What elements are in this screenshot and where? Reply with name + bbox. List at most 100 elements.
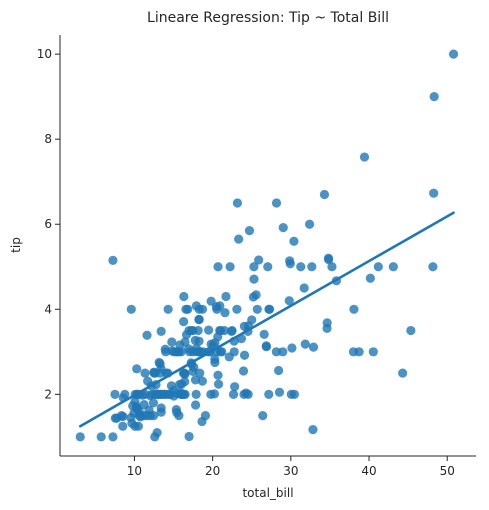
data-point <box>191 389 201 399</box>
data-point <box>239 389 249 399</box>
data-point <box>278 223 288 233</box>
data-point <box>195 368 205 378</box>
data-point <box>220 308 230 318</box>
data-point <box>130 421 140 431</box>
y-axis-label: tip <box>9 237 23 253</box>
data-point <box>308 342 319 352</box>
data-point <box>258 411 268 421</box>
data-point <box>184 431 194 442</box>
data-point <box>118 421 128 431</box>
y-tick-label: 8 <box>44 132 52 146</box>
data-point <box>289 236 299 246</box>
data-point <box>429 188 439 198</box>
data-point <box>128 401 138 411</box>
data-point <box>300 339 310 349</box>
data-point <box>373 262 383 272</box>
data-point <box>319 189 330 200</box>
data-point <box>368 347 378 357</box>
data-point <box>354 347 364 357</box>
y-tick-label: 4 <box>44 302 52 316</box>
data-point <box>254 255 264 265</box>
data-point <box>210 354 220 364</box>
data-point <box>163 304 173 314</box>
data-point <box>213 379 224 389</box>
data-point <box>286 389 296 399</box>
data-point <box>271 347 281 357</box>
data-point <box>212 304 222 314</box>
data-point <box>249 274 259 284</box>
data-point <box>126 304 136 314</box>
data-point <box>296 262 306 272</box>
data-point <box>112 413 122 423</box>
data-point <box>359 152 370 162</box>
data-point <box>156 326 166 336</box>
chart-title: Lineare Regression: Tip ~ Total Bill <box>147 10 389 26</box>
data-point <box>204 325 214 335</box>
data-point <box>213 262 223 272</box>
x-tick-label: 50 <box>440 464 455 478</box>
data-point <box>193 325 203 336</box>
data-point <box>221 291 231 302</box>
data-point <box>448 49 459 59</box>
data-point <box>252 304 262 314</box>
data-point <box>274 365 284 376</box>
data-point <box>429 92 439 102</box>
data-point <box>284 296 294 306</box>
data-point <box>307 262 317 272</box>
x-tick-label: 10 <box>127 464 142 478</box>
data-point <box>161 347 171 357</box>
data-point <box>194 336 204 346</box>
data-point <box>167 337 177 347</box>
data-point <box>197 376 207 386</box>
data-point <box>135 412 146 422</box>
data-point <box>365 273 375 283</box>
data-point <box>264 304 275 314</box>
data-point <box>324 254 334 265</box>
data-point <box>349 304 359 314</box>
data-point <box>197 304 208 314</box>
data-point <box>96 432 106 442</box>
data-point <box>234 234 244 244</box>
data-point <box>244 226 255 236</box>
axes: 10 20 30 40 50 2 4 6 8 10 <box>37 35 476 478</box>
x-tick-label: 30 <box>283 464 298 478</box>
data-point <box>132 364 142 374</box>
data-point <box>75 432 85 442</box>
data-point <box>248 292 258 302</box>
data-point <box>206 389 216 399</box>
data-point <box>181 304 191 314</box>
data-point <box>172 388 182 399</box>
data-point <box>180 376 190 387</box>
x-tick-label: 40 <box>361 464 376 478</box>
data-point <box>148 398 159 408</box>
data-point <box>327 262 337 272</box>
data-point <box>274 387 285 397</box>
plot-area <box>75 49 459 442</box>
data-point <box>166 381 177 391</box>
data-point <box>194 314 204 325</box>
data-point <box>215 325 225 336</box>
y-tick-label: 6 <box>44 217 52 231</box>
data-point <box>247 315 257 325</box>
data-point <box>150 432 160 442</box>
data-point <box>308 425 318 435</box>
data-point <box>232 304 242 314</box>
data-point <box>155 359 165 369</box>
data-point <box>264 389 274 399</box>
data-point <box>249 262 259 272</box>
data-point <box>110 389 120 399</box>
data-point <box>153 389 163 399</box>
data-point <box>174 411 184 421</box>
data-point <box>388 262 398 272</box>
data-point <box>156 407 166 417</box>
data-point <box>190 400 201 410</box>
data-point <box>179 317 189 327</box>
data-point <box>213 370 223 380</box>
data-point <box>142 330 152 340</box>
data-point <box>225 262 235 272</box>
data-point <box>108 432 118 442</box>
data-point <box>164 389 175 399</box>
data-point <box>179 291 189 302</box>
